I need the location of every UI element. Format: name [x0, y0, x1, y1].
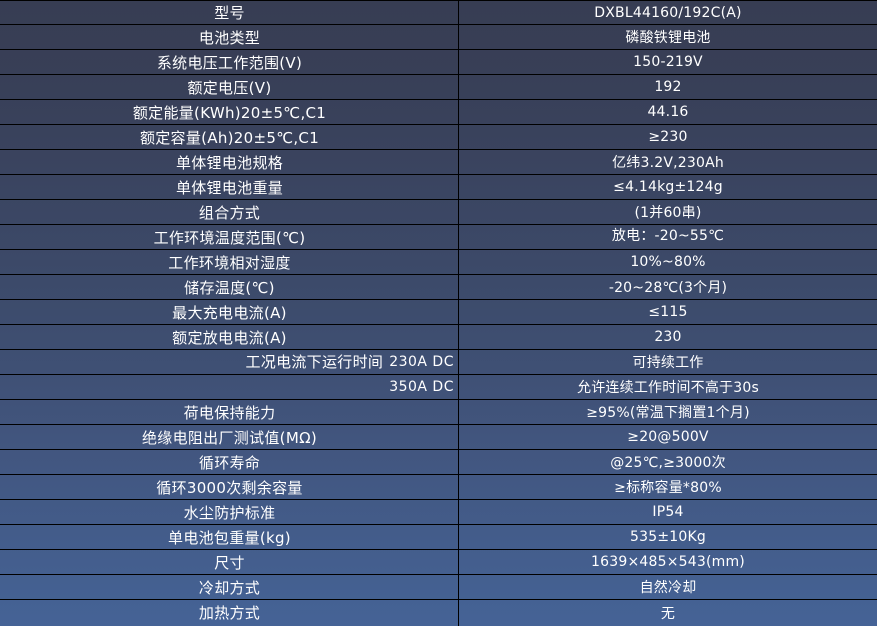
- row-label-cell: 冷却方式: [198, 578, 261, 597]
- row-label-cell: 单体锂电池规格: [175, 153, 284, 172]
- table-row: 单体锂电池重量 ≤4.14kg±124g: [0, 175, 877, 200]
- row-label-cell: 工作环境温度范围(℃): [153, 228, 306, 247]
- row-value-cell: 535±10Kg: [630, 529, 706, 545]
- row-label-cell: 水尘防护标准: [183, 503, 276, 522]
- table-row: 组合方式 (1并60串): [0, 200, 877, 225]
- row-value-cell: (1并60串): [634, 205, 702, 221]
- row-value-cell: 可持续工作允许连续工作时间不高于30s: [459, 350, 877, 399]
- row-label-cell: 单电池包重量(kg): [168, 528, 291, 547]
- table-row: 系统电压工作范围(V) 150-219V: [0, 50, 877, 75]
- table-row: 单体锂电池规格 亿纬3.2V,230Ah: [0, 150, 877, 175]
- row-value-cell: ≤4.14kg±124g: [613, 179, 723, 195]
- table-row: 最大充电电流(A) ≤115: [0, 300, 877, 325]
- row-value-cell: IP54: [652, 504, 684, 520]
- table-row: 型号 DXBL44160/192C(A): [0, 0, 877, 25]
- row-value-cell: 磷酸铁锂电池: [625, 30, 711, 46]
- row-label-cell: 尺寸: [214, 553, 245, 572]
- row-value-cell: 230: [654, 329, 682, 345]
- table-row: 荷电保持能力 ≥95%(常温下搁置1个月): [0, 400, 877, 425]
- table-row: 水尘防护标准 IP54: [0, 500, 877, 525]
- row-label-cell: 工作环境相对湿度: [168, 253, 291, 272]
- row-label-cell: 循环寿命: [198, 453, 261, 472]
- row-sub-value: 可持续工作: [459, 350, 877, 375]
- row-value-cell: DXBL44160/192C(A): [594, 4, 742, 21]
- row-sub-label: 工况电流下运行时间 230A DC: [0, 350, 459, 375]
- table-row: 单电池包重量(kg) 535±10Kg: [0, 525, 877, 550]
- table-row: 尺寸 1639×485×543(mm): [0, 550, 877, 575]
- row-value-cell: 自然冷却: [639, 580, 697, 596]
- table-row: 绝缘电阻出厂测试值(MΩ) ≥20@500V: [0, 425, 877, 450]
- row-sub-label-text: 350A DC: [389, 378, 454, 395]
- table-row: 额定容量(Ah)20±5℃,C1 ≥230: [0, 125, 877, 150]
- row-label-cell: 额定容量(Ah)20±5℃,C1: [139, 128, 320, 147]
- row-value-cell: ≥标称容量*80%: [614, 480, 722, 496]
- table-row: 工况电流下运行时间 230A DC 350A DC 可持续工作允许连续工作时间不高于3…: [0, 350, 877, 400]
- row-sub-value: 允许连续工作时间不高于30s: [577, 379, 759, 396]
- row-value-cell: ≥230: [648, 129, 688, 145]
- row-label-cell: 储存温度(℃): [184, 278, 275, 297]
- row-label-cell: 最大充电电流(A): [172, 303, 287, 322]
- row-value-cell: 无: [660, 605, 676, 622]
- row-value-cell: 1639×485×543(mm): [591, 554, 745, 570]
- row-label-cell: 系统电压工作范围(V): [156, 53, 303, 72]
- row-value-cell: ≤115: [648, 304, 688, 320]
- row-label-cell: 额定能量(KWh)20±5℃,C1: [132, 103, 327, 122]
- row-value-cell: -20~28℃(3个月): [608, 280, 728, 296]
- table-row: 额定电压(V) 192: [0, 75, 877, 100]
- row-label-cell: 荷电保持能力: [183, 403, 276, 422]
- row-label-cell: 加热方式: [198, 604, 261, 622]
- row-value-cell: 亿纬3.2V,230Ah: [612, 155, 724, 171]
- row-sub-label: 350A DC: [0, 375, 459, 399]
- table-row: 冷却方式 自然冷却: [0, 575, 877, 600]
- row-value-cell: 44.16: [647, 104, 689, 120]
- row-label-cell: 组合方式: [198, 203, 261, 222]
- table-row: 循环寿命 @25℃,≥3000次: [0, 450, 877, 475]
- table-row: 循环3000次剩余容量 ≥标称容量*80%: [0, 475, 877, 500]
- table-row: 额定能量(KWh)20±5℃,C1 44.16: [0, 100, 877, 125]
- row-label-text: 工况电流下运行时间: [245, 353, 384, 372]
- row-value-cell: ≥20@500V: [627, 429, 709, 445]
- row-label-cell: 循环3000次剩余容量: [156, 478, 303, 497]
- row-value-cell: 192: [654, 79, 682, 95]
- table-row: 工作环境温度范围(℃) 放电：-20~55℃ 充电：0~55℃: [0, 225, 877, 250]
- row-value-cell: 10%~80%: [630, 254, 706, 270]
- row-value-cell: 放电：-20~55℃ 充电：0~55℃: [459, 225, 877, 249]
- row-value-line1: 放电：-20~55℃: [611, 228, 725, 244]
- row-label-cell: 绝缘电阻出厂测试值(MΩ): [141, 428, 317, 447]
- table-row: 工作环境相对湿度 10%~80%: [0, 250, 877, 275]
- table-row: 加热方式 无: [0, 600, 877, 625]
- table-row: 额定放电电流(A) 230: [0, 325, 877, 350]
- row-value-line2-clipped: 充电：0~55℃: [619, 247, 717, 249]
- row-label-cell: 额定放电电流(A): [172, 328, 287, 347]
- row-label-cell: 工况电流下运行时间 230A DC 350A DC: [0, 350, 459, 399]
- row-value-cell: 150-219V: [633, 54, 703, 70]
- row-label-cell: 电池类型: [198, 28, 261, 47]
- table-row: 电池类型 磷酸铁锂电池: [0, 25, 877, 50]
- row-sub-label-text: 230A DC: [389, 353, 454, 370]
- row-label-cell: 额定电压(V): [187, 78, 272, 97]
- row-value-cell: ≥95%(常温下搁置1个月): [586, 405, 750, 421]
- table-row: 储存温度(℃) -20~28℃(3个月): [0, 275, 877, 300]
- row-label-cell: 单体锂电池重量: [175, 178, 284, 197]
- row-label-cell: 型号: [214, 4, 245, 22]
- row-value-cell: @25℃,≥3000次: [610, 455, 726, 471]
